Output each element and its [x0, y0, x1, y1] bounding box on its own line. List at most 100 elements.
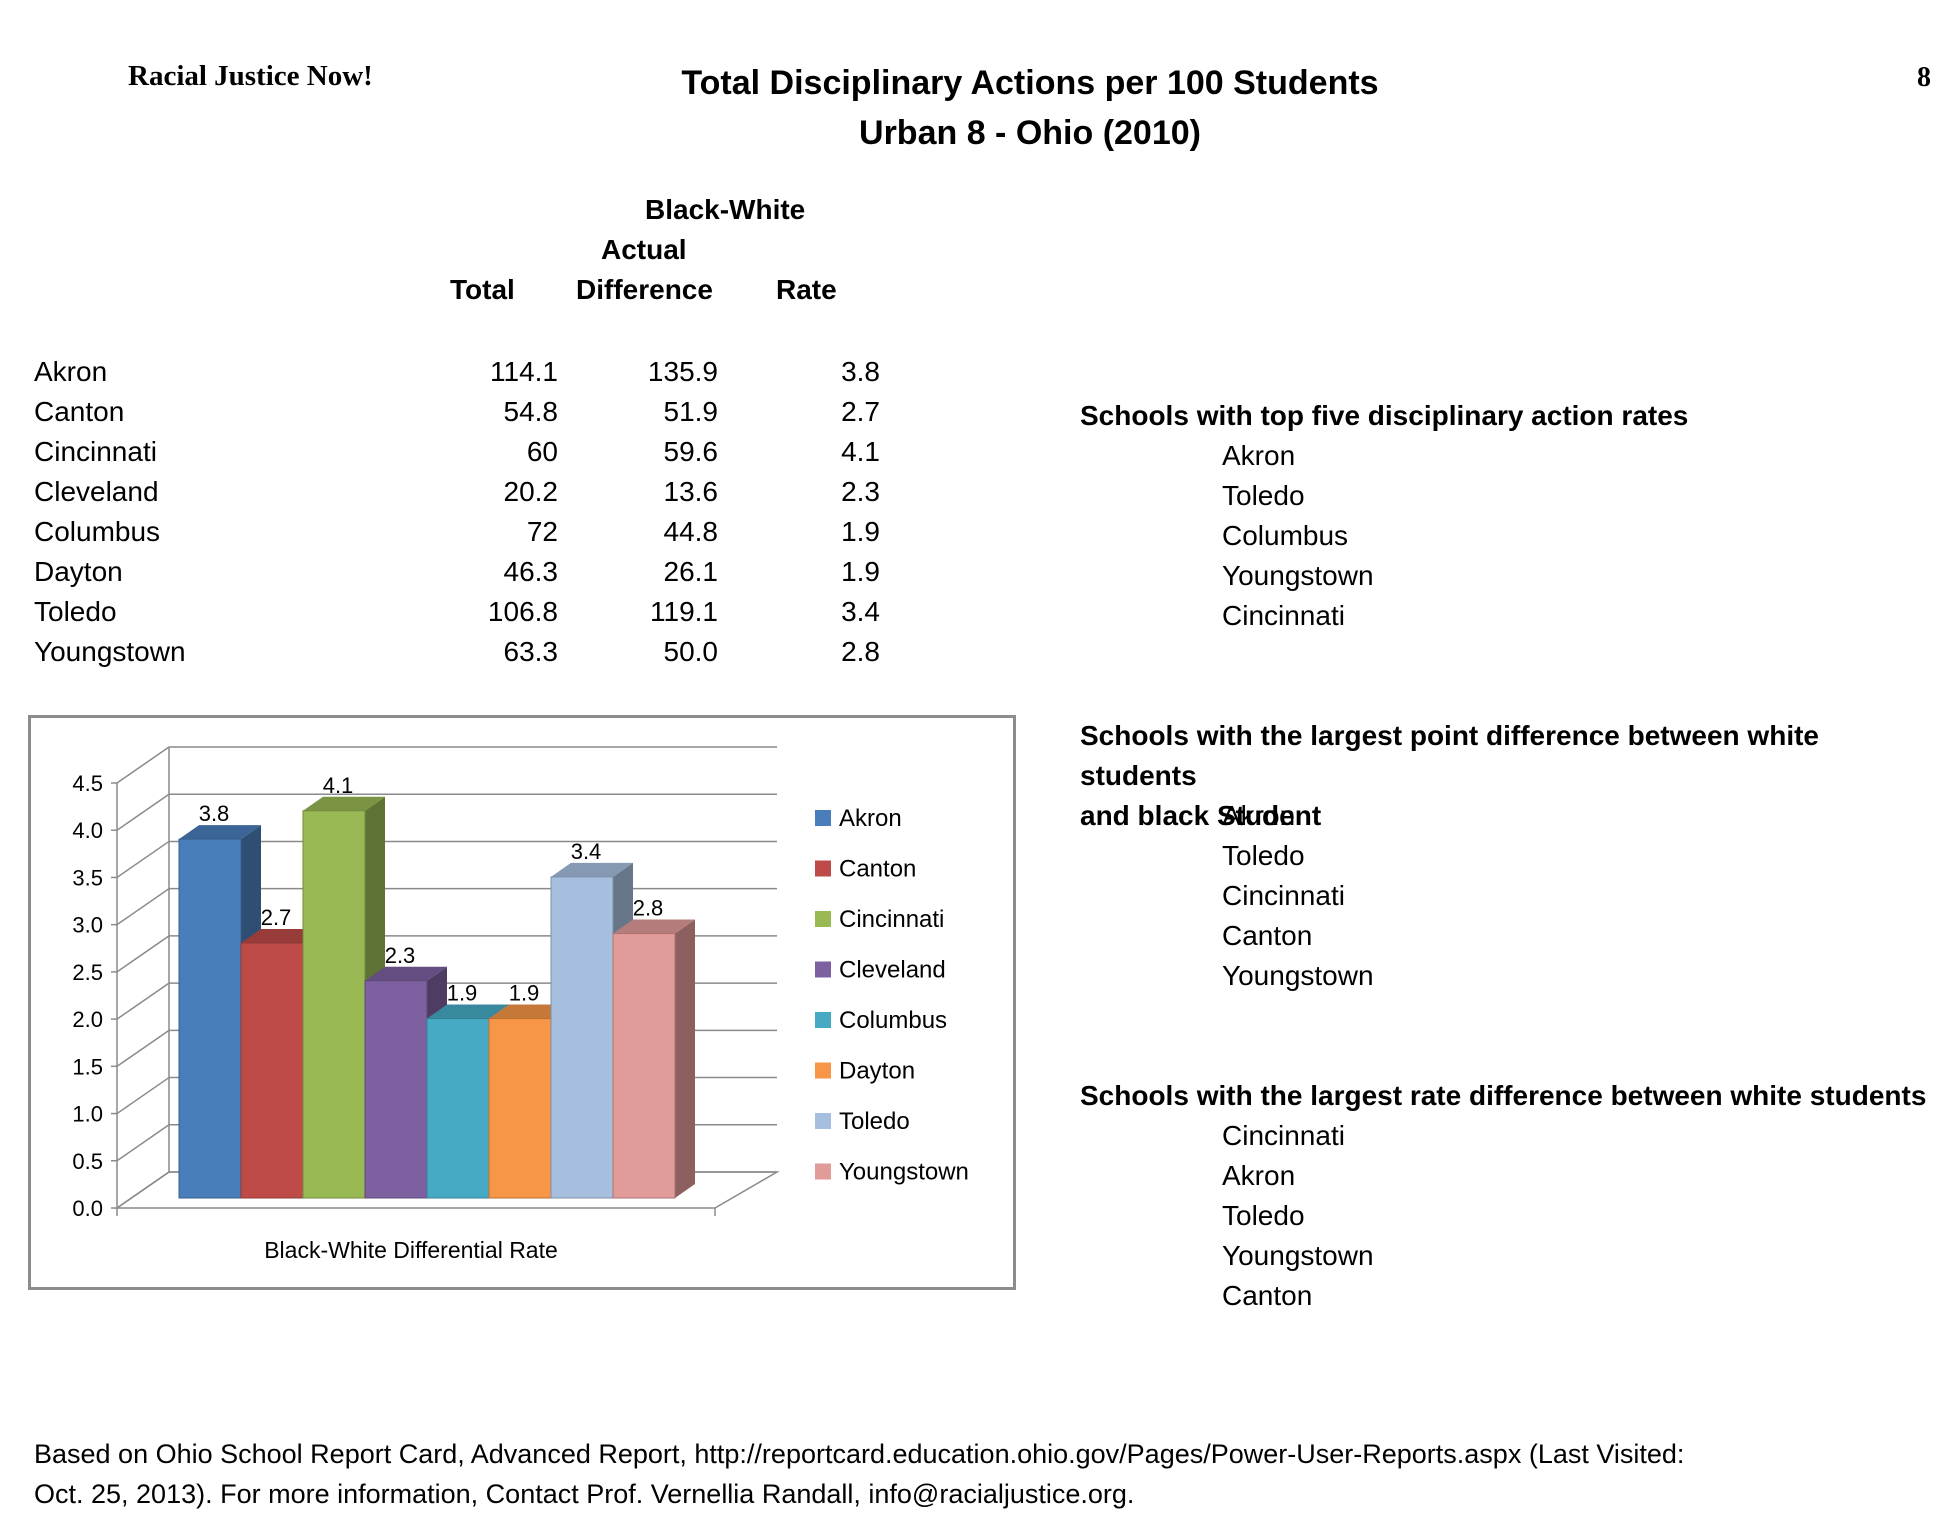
- difference-cell: 44.8: [663, 516, 719, 547]
- list-item: Cincinnati: [1222, 600, 1345, 631]
- list-item: Youngstown: [1222, 960, 1374, 991]
- y-tick-label: 0.0: [72, 1196, 103, 1221]
- list-item: Toledo: [1222, 480, 1305, 511]
- bar-top: [179, 825, 261, 840]
- page-title: Total Disciplinary Actions per 100 Stude…: [681, 64, 1379, 102]
- data-label: 1.9: [509, 981, 540, 1006]
- difference-cell: 51.9: [663, 396, 719, 427]
- source-note-line2: Oct. 25, 2013). For more information, Co…: [34, 1479, 1135, 1509]
- table-row: Canton 54.8 51.9 2.7: [0, 396, 900, 436]
- bar-top: [427, 1004, 509, 1019]
- bar: [426, 1018, 490, 1199]
- legend-swatch: [815, 1163, 831, 1180]
- y-tick-label: 1.5: [72, 1054, 103, 1079]
- point-diff-heading: Schools with the largest point differenc…: [1080, 716, 1940, 836]
- total-cell: 60: [526, 436, 558, 467]
- city-cell: Cleveland: [34, 476, 159, 507]
- legend-swatch: [815, 961, 831, 978]
- table-row: Toledo 106.8 119.1 3.4: [0, 596, 900, 636]
- difference-cell: 119.1: [650, 596, 718, 627]
- legend-label: Cincinnati: [839, 906, 944, 933]
- legend-swatch: [815, 1012, 831, 1028]
- bar: [364, 980, 428, 1199]
- difference-cell: 50.0: [663, 636, 719, 667]
- table-row: Cleveland 20.2 13.6 2.3: [0, 476, 900, 516]
- list-item: Cincinnati: [1222, 1120, 1345, 1151]
- data-label: 2.8: [633, 896, 664, 921]
- top-rates-list: Akron Toledo Columbus Youngstown Cincinn…: [1222, 436, 1374, 636]
- legend-label: Toledo: [839, 1108, 910, 1135]
- side-gridline: [116, 935, 170, 973]
- bar: [488, 1018, 552, 1199]
- data-label: 2.3: [385, 943, 416, 968]
- data-label: 4.1: [323, 773, 354, 798]
- bar-side: [675, 919, 695, 1198]
- legend-swatch: [815, 860, 831, 877]
- list-item: Akron: [1222, 1160, 1296, 1191]
- table-row: Cincinnati 60 59.6 4.1: [0, 436, 900, 476]
- column-group-header-1: Black-White: [645, 194, 806, 225]
- table-row: Dayton 46.3 26.1 1.9: [0, 556, 900, 596]
- column-header-total: Total: [450, 274, 515, 305]
- legend-label: Cleveland: [839, 957, 946, 984]
- bar-top: [551, 862, 633, 877]
- total-cell: 20.2: [503, 476, 559, 507]
- chart-container: 0.0 0.5 1.0 1.5 2.0 2.5 3.0 3.5 4.0 4.5 3.8 2.7 4.1 2…: [28, 715, 1016, 1290]
- rate-cell: 2.3: [841, 476, 880, 507]
- list-item: Toledo: [1222, 840, 1305, 871]
- bar: [612, 933, 676, 1199]
- bar: [240, 942, 304, 1199]
- column-header-difference: Difference: [576, 274, 713, 305]
- chart-floor: [114, 1171, 780, 1209]
- city-cell: Columbus: [34, 516, 161, 547]
- x-axis-label: Black-White Differential Rate: [264, 1237, 558, 1263]
- y-tick-label: 3.0: [72, 913, 103, 938]
- table-row: Akron 114.1 135.9 3.8: [0, 356, 900, 396]
- side-gridline: [116, 1029, 170, 1067]
- list-item: Canton: [1222, 920, 1313, 951]
- legend-label: Akron: [839, 805, 902, 832]
- y-tick-label: 4.0: [72, 818, 103, 843]
- legend-label: Columbus: [839, 1007, 947, 1034]
- legend-swatch: [815, 1113, 831, 1129]
- data-label: 1.9: [447, 981, 478, 1006]
- side-gridline: [116, 888, 170, 926]
- list-item: Youngstown: [1222, 1240, 1374, 1271]
- bar-top: [303, 796, 385, 811]
- rate-cell: 3.8: [841, 356, 880, 387]
- column-header-rate: Rate: [776, 274, 837, 305]
- total-cell: 54.8: [503, 396, 559, 427]
- bar: [302, 810, 366, 1199]
- bar-chart: 0.0 0.5 1.0 1.5 2.0 2.5 3.0 3.5 4.0 4.5 3.8 2.7 4.1 2…: [72, 746, 969, 1263]
- table-row: Youngstown 63.3 50.0 2.8: [0, 636, 900, 676]
- y-tick-label: 3.5: [72, 865, 103, 890]
- city-cell: Toledo: [34, 596, 117, 627]
- total-cell: 106.8: [487, 596, 558, 627]
- list-item: Youngstown: [1222, 560, 1374, 591]
- column-group-header-2: Actual: [601, 234, 687, 265]
- legend-label: Canton: [839, 856, 916, 883]
- side-gridline: [116, 793, 170, 831]
- data-label: 2.7: [261, 905, 292, 930]
- city-cell: Youngstown: [34, 636, 186, 667]
- point-diff-heading-line2: and black Student: [1080, 800, 1322, 831]
- side-gridline: [116, 1124, 170, 1162]
- source-note: Based on Ohio School Report Card, Advanc…: [34, 1434, 1934, 1514]
- city-cell: Akron: [34, 356, 108, 387]
- legend-label: Youngstown: [839, 1159, 969, 1186]
- list-item: Toledo: [1222, 1200, 1305, 1231]
- list-item: Cincinnati: [1222, 880, 1345, 911]
- city-cell: Canton: [34, 396, 125, 427]
- y-tick-label: 2.5: [72, 960, 103, 985]
- legend-swatch: [815, 810, 831, 826]
- city-cell: Cincinnati: [34, 436, 157, 467]
- city-cell: Dayton: [34, 556, 123, 587]
- y-tick-label: 0.5: [72, 1149, 103, 1174]
- difference-cell: 13.6: [663, 476, 719, 507]
- list-item: Columbus: [1222, 520, 1349, 551]
- legend-label: Dayton: [839, 1058, 915, 1085]
- rate-cell: 4.1: [841, 436, 880, 467]
- table-row: Columbus 72 44.8 1.9: [0, 516, 900, 556]
- page-number: 8: [1917, 62, 1931, 93]
- page-subtitle: Urban 8 - Ohio (2010): [859, 114, 1201, 152]
